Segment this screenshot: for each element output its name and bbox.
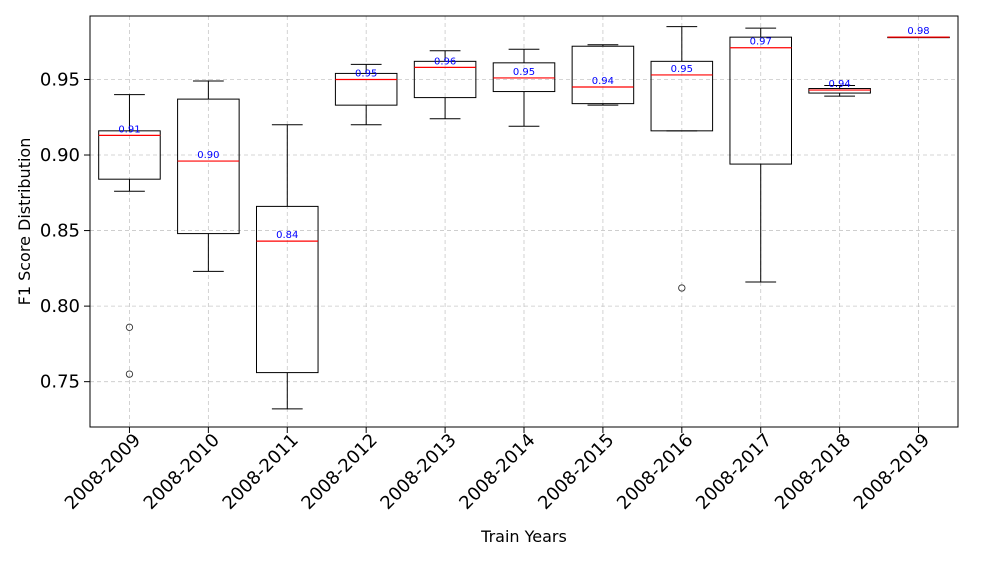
x-tick-label: 2008-2011 bbox=[219, 430, 303, 514]
box-2008-2014: 0.95 bbox=[492, 48, 556, 127]
y-tick-label: 0.95 bbox=[40, 69, 80, 90]
median-value-label: 0.98 bbox=[907, 26, 929, 37]
x-tick-label: 2008-2009 bbox=[61, 430, 145, 514]
box-series: 0.91 0.90 0.84 0.95 0.96 0.95 0.94 0.95 0.97 0.94… bbox=[98, 26, 950, 410]
x-axis-label: Train Years bbox=[480, 527, 567, 546]
x-tick-label: 2008-2018 bbox=[771, 430, 855, 514]
x-tick-label: 2008-2012 bbox=[297, 430, 381, 514]
iqr-box bbox=[98, 130, 161, 180]
box-2008-2011: 0.84 bbox=[255, 124, 319, 410]
x-tick-label: 2008-2019 bbox=[850, 430, 934, 514]
x-tick-label: 2008-2016 bbox=[613, 430, 697, 514]
median-value-label: 0.84 bbox=[276, 230, 298, 241]
y-tick-label: 0.90 bbox=[40, 145, 80, 166]
x-tick-label: 2008-2015 bbox=[534, 430, 618, 514]
box-2008-2018: 0.94 bbox=[808, 79, 871, 97]
x-axis: 2008-20092008-20102008-20112008-20122008… bbox=[61, 427, 934, 514]
y-axis: 0.75 0.80 0.85 0.90 0.95 bbox=[40, 69, 90, 393]
box-2008-2013: 0.96 bbox=[413, 50, 477, 120]
median-value-label: 0.95 bbox=[355, 68, 377, 79]
iqr-box bbox=[808, 88, 871, 94]
iqr-box bbox=[413, 60, 477, 99]
box-2008-2009: 0.91 bbox=[98, 94, 161, 378]
iqr-box bbox=[177, 98, 240, 235]
iqr-box bbox=[334, 72, 398, 106]
box-2008-2016: 0.95 bbox=[650, 26, 714, 292]
median-value-label: 0.90 bbox=[197, 150, 219, 161]
x-tick-label: 2008-2013 bbox=[376, 430, 460, 514]
median-value-label: 0.91 bbox=[118, 124, 140, 135]
x-tick-label: 2008-2017 bbox=[692, 430, 776, 514]
outlier-point bbox=[678, 284, 686, 292]
iqr-box bbox=[650, 60, 714, 132]
box-2008-2012: 0.95 bbox=[334, 63, 398, 126]
iqr-box bbox=[571, 45, 635, 105]
iqr-box bbox=[255, 205, 319, 374]
box-2008-2019: 0.98 bbox=[887, 26, 950, 39]
median-value-label: 0.95 bbox=[513, 67, 535, 78]
outlier-point bbox=[125, 370, 134, 378]
median-value-label: 0.94 bbox=[592, 76, 614, 87]
outlier-point bbox=[125, 323, 134, 331]
x-tick-label: 2008-2014 bbox=[455, 430, 539, 514]
median-value-label: 0.96 bbox=[434, 56, 456, 67]
median-value-label: 0.94 bbox=[829, 79, 851, 90]
box-2008-2010: 0.90 bbox=[177, 80, 240, 272]
y-tick-label: 0.80 bbox=[40, 296, 80, 317]
median-value-label: 0.97 bbox=[750, 37, 772, 48]
y-tick-label: 0.85 bbox=[40, 221, 80, 242]
median-value-label: 0.95 bbox=[671, 64, 693, 75]
iqr-box bbox=[729, 36, 793, 165]
box-2008-2017: 0.97 bbox=[729, 27, 793, 283]
iqr-box bbox=[492, 62, 556, 93]
y-axis-label: F1 Score Distribution bbox=[15, 138, 34, 306]
box-2008-2015: 0.94 bbox=[571, 44, 635, 106]
x-tick-label: 2008-2010 bbox=[140, 430, 224, 514]
y-tick-label: 0.75 bbox=[40, 372, 80, 393]
